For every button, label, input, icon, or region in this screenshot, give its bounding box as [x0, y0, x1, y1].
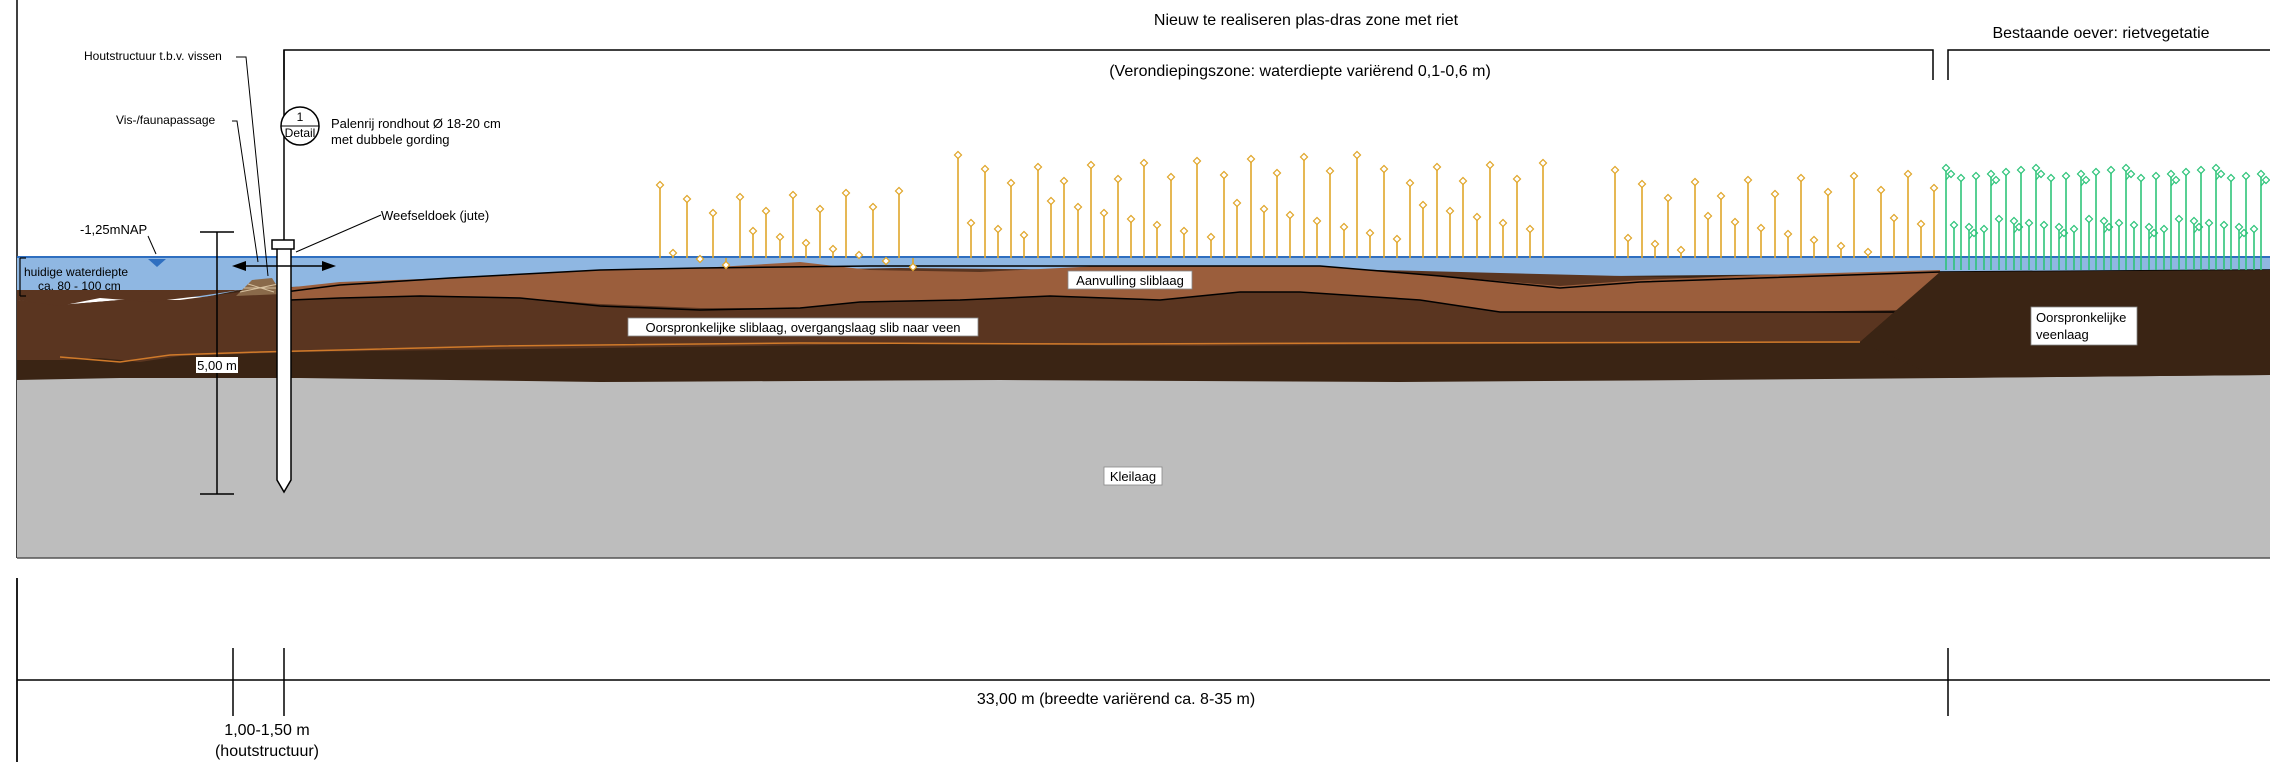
- width-dimension-label: 33,00 m (breedte variërend ca. 8-35 m): [977, 691, 1255, 708]
- detail-number: 1: [297, 110, 304, 124]
- sludge-fill-top-line: [284, 265, 2270, 293]
- shallow-zone-bracket: [283, 49, 1934, 80]
- geotextile-leader: [295, 214, 382, 253]
- original-peat-label-1: Oorspronkelijke: [2036, 310, 2126, 325]
- sludge-fill-label-box: [1067, 270, 1193, 290]
- pile-length-dimension: [196, 231, 238, 495]
- existing-bank-bracket: [1947, 49, 2270, 80]
- zone-title: Nieuw te realiseren plas-dras zone met r…: [1154, 12, 1459, 29]
- detail-marker: [280, 106, 320, 146]
- left-bed: [17, 290, 240, 306]
- clay-label-box: [1103, 466, 1163, 486]
- original-peat-label-box: [2030, 306, 2138, 346]
- fish-passage-label: Vis-/faunapassage: [116, 113, 216, 127]
- geotextile-label: Weefseldoek (jute): [381, 208, 489, 223]
- water-level-leader: [147, 235, 157, 255]
- reed-existing-group: [1941, 163, 2270, 270]
- transition-line: [59, 341, 1861, 363]
- pile-row-label-2: met dubbele gording: [331, 132, 450, 147]
- wood-structure: [236, 278, 282, 296]
- pile-row-label-1: Palenrij rondhout Ø 18-20 cm: [331, 116, 501, 131]
- pile: [271, 239, 295, 494]
- reed-new-group: [655, 150, 1939, 272]
- original-sludge-label-box: [627, 317, 979, 337]
- clay-label: Kleilaag: [1110, 469, 1156, 484]
- detail-word: Detail: [285, 126, 316, 140]
- existing-bank-title: Bestaande oever: rietvegetatie: [1992, 25, 2209, 42]
- water-level-marker: [144, 256, 170, 267]
- sludge-fill-label: Aanvulling sliblaag: [1076, 273, 1184, 288]
- fish-passage-leader: [232, 120, 259, 263]
- current-depth-label-2: ca. 80 - 100 cm: [38, 279, 121, 293]
- fish-passage-arrow: [232, 261, 336, 271]
- wood-dim-label-2: (houtstructuur): [215, 743, 319, 760]
- pile-length-label: 5,00 m: [197, 358, 237, 373]
- sludge-fill-bottom-line: [289, 291, 1900, 313]
- wood-structure-leader: [236, 56, 269, 277]
- original-peat-label-2: veenlaag: [2036, 327, 2089, 342]
- wood-structure-label: Houtstructuur t.b.v. vissen: [84, 49, 222, 63]
- current-depth-bracket: [19, 257, 26, 297]
- current-depth-label-1: huidige waterdiepte: [24, 265, 128, 279]
- clay-layer: [17, 360, 2270, 558]
- water-level-label: -1,25mNAP: [80, 222, 147, 237]
- original-sludge-label: Oorspronkelijke sliblaag, overgangslaag …: [645, 320, 960, 335]
- shallow-zone-label: (Verondiepingszone: waterdiepte variëren…: [1109, 63, 1491, 80]
- wood-dim-label-1: 1,00-1,50 m: [224, 722, 309, 739]
